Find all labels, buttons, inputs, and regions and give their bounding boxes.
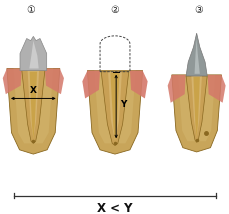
Polygon shape	[193, 77, 199, 139]
Polygon shape	[29, 41, 38, 68]
Polygon shape	[30, 72, 37, 140]
Polygon shape	[171, 75, 221, 152]
Polygon shape	[108, 72, 121, 141]
Polygon shape	[191, 76, 201, 138]
Polygon shape	[167, 75, 185, 103]
Polygon shape	[87, 71, 142, 154]
Text: X < Y: X < Y	[97, 202, 132, 214]
Polygon shape	[110, 73, 119, 142]
Polygon shape	[129, 71, 147, 98]
Text: ①: ①	[27, 5, 35, 15]
Polygon shape	[207, 75, 225, 103]
Text: ③: ③	[194, 5, 202, 15]
Text: ②: ②	[110, 5, 119, 15]
Polygon shape	[177, 75, 214, 141]
Polygon shape	[82, 71, 100, 98]
Polygon shape	[14, 68, 53, 143]
Polygon shape	[27, 71, 39, 139]
Text: X: X	[30, 86, 37, 95]
Polygon shape	[185, 76, 206, 142]
Polygon shape	[94, 71, 135, 143]
Polygon shape	[45, 68, 64, 94]
Text: Y: Y	[120, 100, 126, 109]
Polygon shape	[7, 68, 60, 154]
Polygon shape	[101, 72, 128, 146]
Polygon shape	[20, 36, 46, 71]
Polygon shape	[185, 33, 206, 76]
Polygon shape	[194, 39, 199, 74]
Polygon shape	[22, 71, 45, 143]
Polygon shape	[3, 68, 22, 94]
